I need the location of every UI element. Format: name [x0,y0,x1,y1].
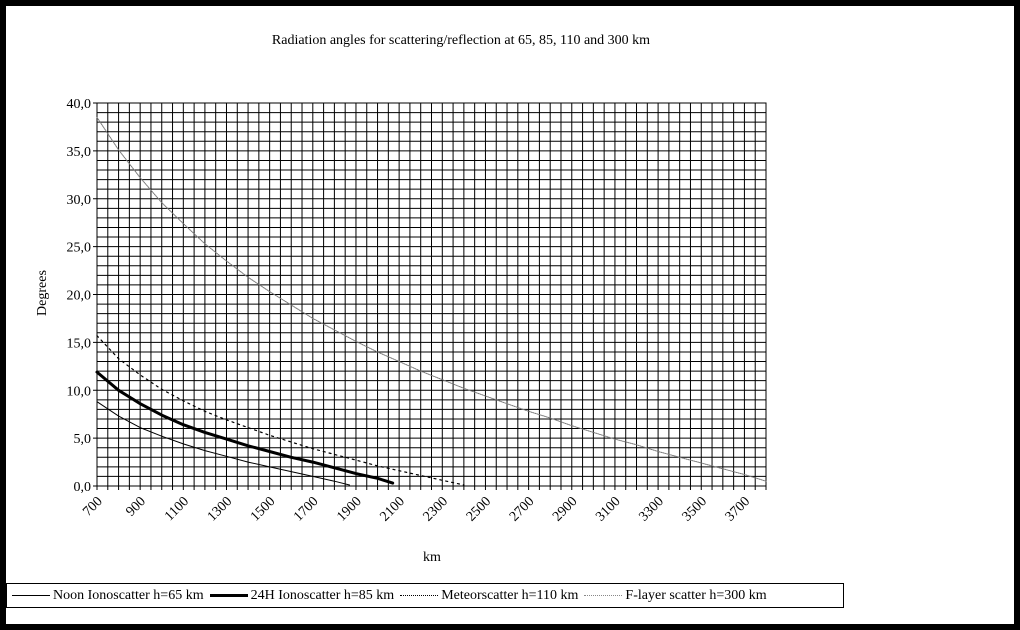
series-line-2 [96,335,465,486]
axis-ticks: 0,0 5,0 10,0 15,0 20,0 25,0 30,0 35,0 40,0 700 900… [67,97,767,525]
series-line-1 [95,370,395,485]
legend-label: F-layer scatter h=300 km [625,587,767,603]
x-tick-label: 1900 [334,494,364,524]
x-tick-label: 700 [80,494,105,519]
x-tick-label: 900 [123,494,148,519]
legend-label: 24H Ionoscatter h=85 km [250,587,395,603]
y-tick-label: 5,0 [74,432,92,447]
legend-swatch-thick-line [209,594,248,597]
legend-entry-24h: 24H Ionoscatter h=85 km [209,587,395,604]
grid-lines [97,103,766,486]
y-axis-label: Degrees [35,270,50,316]
legend-swatch-fine-line [584,595,623,596]
y-tick-label: 40,0 [67,97,92,112]
x-tick-label: 1700 [291,494,321,524]
x-axis-label: km [423,550,441,565]
chart-title: Radiation angles for scattering/reflecti… [272,33,650,48]
legend-entry-f-layer: F-layer scatter h=300 km [584,587,767,604]
x-tick-label: 3500 [680,494,710,524]
legend: Noon Ionoscatter h=65 km 24H Ionoscatter… [6,583,844,608]
x-tick-label: 2100 [377,494,407,524]
x-tick-label: 1500 [248,494,278,524]
x-tick-label: 2500 [464,494,494,524]
x-tick-label: 2300 [421,494,451,524]
legend-label: Meteorscatter h=110 km [441,587,579,603]
x-tick-label: 1300 [205,494,235,524]
y-tick-label: 0,0 [74,480,92,495]
series-lines [95,116,767,486]
y-tick-label: 35,0 [67,145,92,160]
legend-swatch-thin-line [12,595,50,596]
legend-label: Noon Ionoscatter h=65 km [53,587,204,603]
x-tick-label: 1100 [162,494,192,524]
x-tick-label: 2700 [507,494,537,524]
legend-swatch-dotted-line [400,595,439,596]
series-line-3 [96,116,767,482]
y-tick-label: 15,0 [67,336,92,351]
x-tick-label: 2900 [550,494,580,524]
y-tick-label: 30,0 [67,193,92,208]
x-tick-label: 3300 [636,494,666,524]
y-tick-label: 20,0 [67,289,92,304]
legend-entry-noon: Noon Ionoscatter h=65 km [12,588,204,604]
x-tick-label: 3100 [593,494,623,524]
y-tick-label: 10,0 [67,384,92,399]
y-tick-label: 25,0 [67,241,92,256]
x-tick-label: 3700 [723,494,753,524]
series-line-0 [96,401,350,486]
legend-entry-meteor: Meteorscatter h=110 km [400,588,578,604]
